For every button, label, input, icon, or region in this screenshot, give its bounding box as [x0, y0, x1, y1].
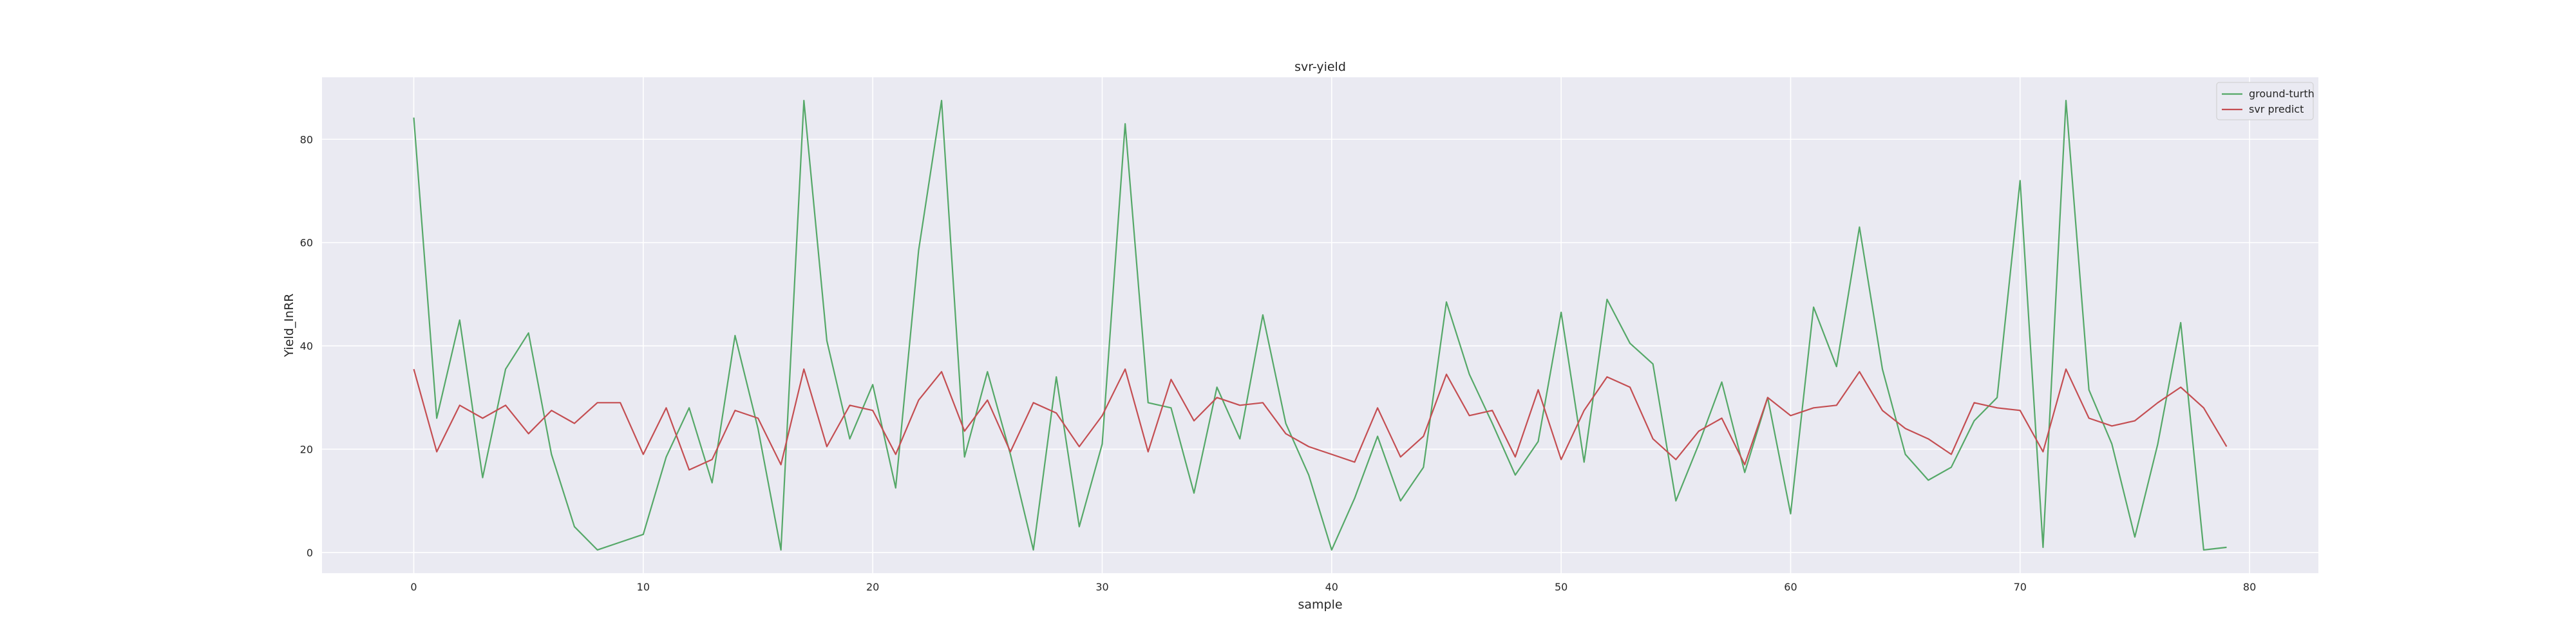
legend: ground-turth svr predict — [2216, 82, 2315, 120]
x-tick-labels: 0 10 20 30 40 50 60 70 80 — [410, 581, 2256, 593]
plot-background — [322, 77, 2318, 573]
x-tick-label: 30 — [1095, 581, 1108, 593]
x-tick-label: 40 — [1325, 581, 1338, 593]
x-axis-label: sample — [1298, 598, 1342, 612]
y-tick-label: 20 — [300, 444, 313, 456]
y-tick-label: 0 — [307, 547, 313, 559]
x-tick-label: 60 — [1784, 581, 1797, 593]
grid-lines — [322, 77, 2318, 573]
y-axis-label: Yield_InRR — [282, 294, 296, 358]
legend-label: ground-turth — [2249, 88, 2315, 100]
y-tick-label: 80 — [300, 133, 313, 146]
x-tick-label: 20 — [866, 581, 879, 593]
x-tick-label: 10 — [637, 581, 650, 593]
legend-box — [2216, 82, 2314, 120]
x-tick-label: 0 — [410, 581, 417, 593]
y-tick-labels: 0 20 40 60 80 — [300, 133, 313, 559]
chart-title: svr-yield — [1294, 60, 1346, 74]
x-tick-label: 50 — [1555, 581, 1567, 593]
x-tick-label: 80 — [2243, 581, 2256, 593]
legend-label: svr predict — [2249, 103, 2304, 115]
series-line-svr-predict — [413, 368, 2228, 471]
series-line-ground-turth — [413, 99, 2227, 551]
y-tick-label: 40 — [300, 340, 313, 352]
x-tick-label: 70 — [2014, 581, 2027, 593]
y-tick-label: 60 — [300, 237, 313, 249]
series-lines — [413, 99, 2228, 551]
